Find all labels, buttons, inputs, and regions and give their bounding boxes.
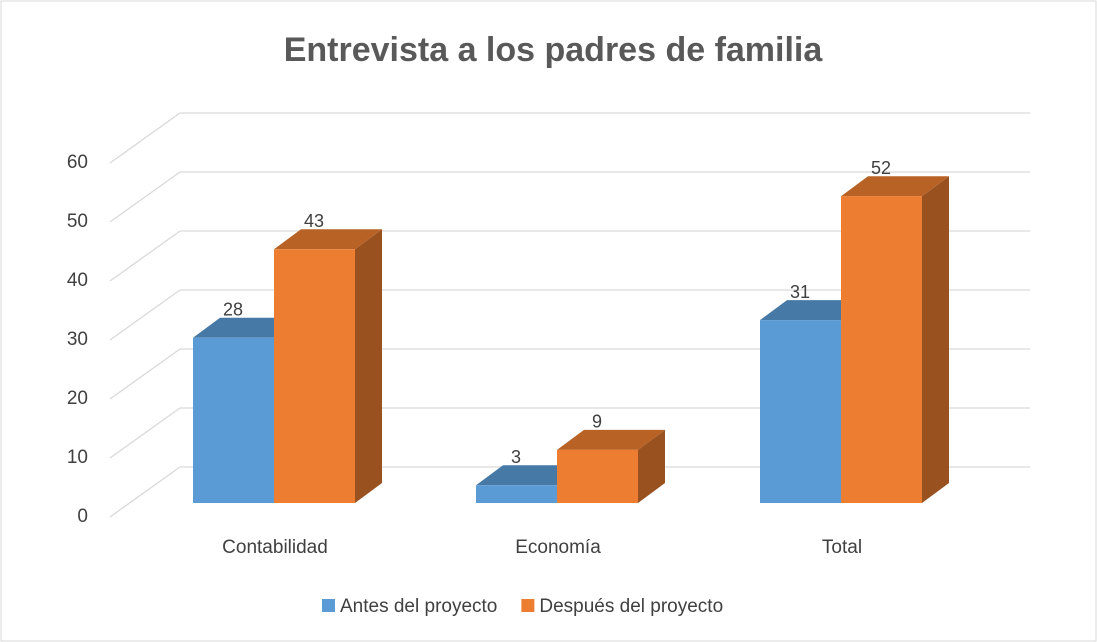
bar	[841, 196, 922, 503]
y-tick-label: 60	[67, 152, 88, 173]
bar-side	[922, 176, 949, 503]
value-label: 52	[871, 158, 891, 178]
bar	[557, 449, 638, 503]
grid-line	[109, 171, 181, 223]
grid-line	[109, 407, 181, 459]
value-label: 43	[304, 211, 324, 231]
grid-line	[109, 112, 181, 164]
value-label: 31	[790, 282, 810, 302]
bar-top	[557, 429, 665, 450]
y-tick-label: 40	[67, 270, 88, 291]
bar	[760, 320, 841, 503]
legend-label: Antes del proyecto	[340, 596, 497, 617]
bar	[476, 485, 557, 503]
y-tick-label: 0	[77, 506, 88, 527]
grid-line	[109, 348, 181, 400]
x-tick-label: Economía	[515, 537, 601, 558]
grid-line	[109, 466, 181, 518]
bar	[193, 337, 274, 503]
bar-top	[841, 176, 949, 197]
bar-side	[638, 429, 665, 503]
value-label: 28	[223, 300, 243, 320]
y-tick-label: 30	[67, 329, 88, 350]
grid-line	[109, 230, 181, 282]
legend-swatch	[322, 599, 335, 612]
bar-side	[355, 229, 382, 504]
y-tick-label: 10	[67, 447, 88, 468]
chart-title: Entrevista a los padres de familia	[284, 31, 824, 69]
bar-top	[274, 229, 382, 250]
x-tick-label: Contabilidad	[222, 537, 328, 558]
bar	[274, 249, 355, 503]
grid-line	[109, 289, 181, 341]
value-label: 3	[511, 447, 521, 467]
y-tick-label: 20	[67, 388, 88, 409]
legend-label: Después del proyecto	[539, 596, 723, 617]
y-tick-label: 50	[67, 211, 88, 232]
x-tick-label: Total	[822, 537, 862, 558]
value-label: 9	[592, 412, 602, 432]
legend-swatch	[521, 599, 535, 612]
